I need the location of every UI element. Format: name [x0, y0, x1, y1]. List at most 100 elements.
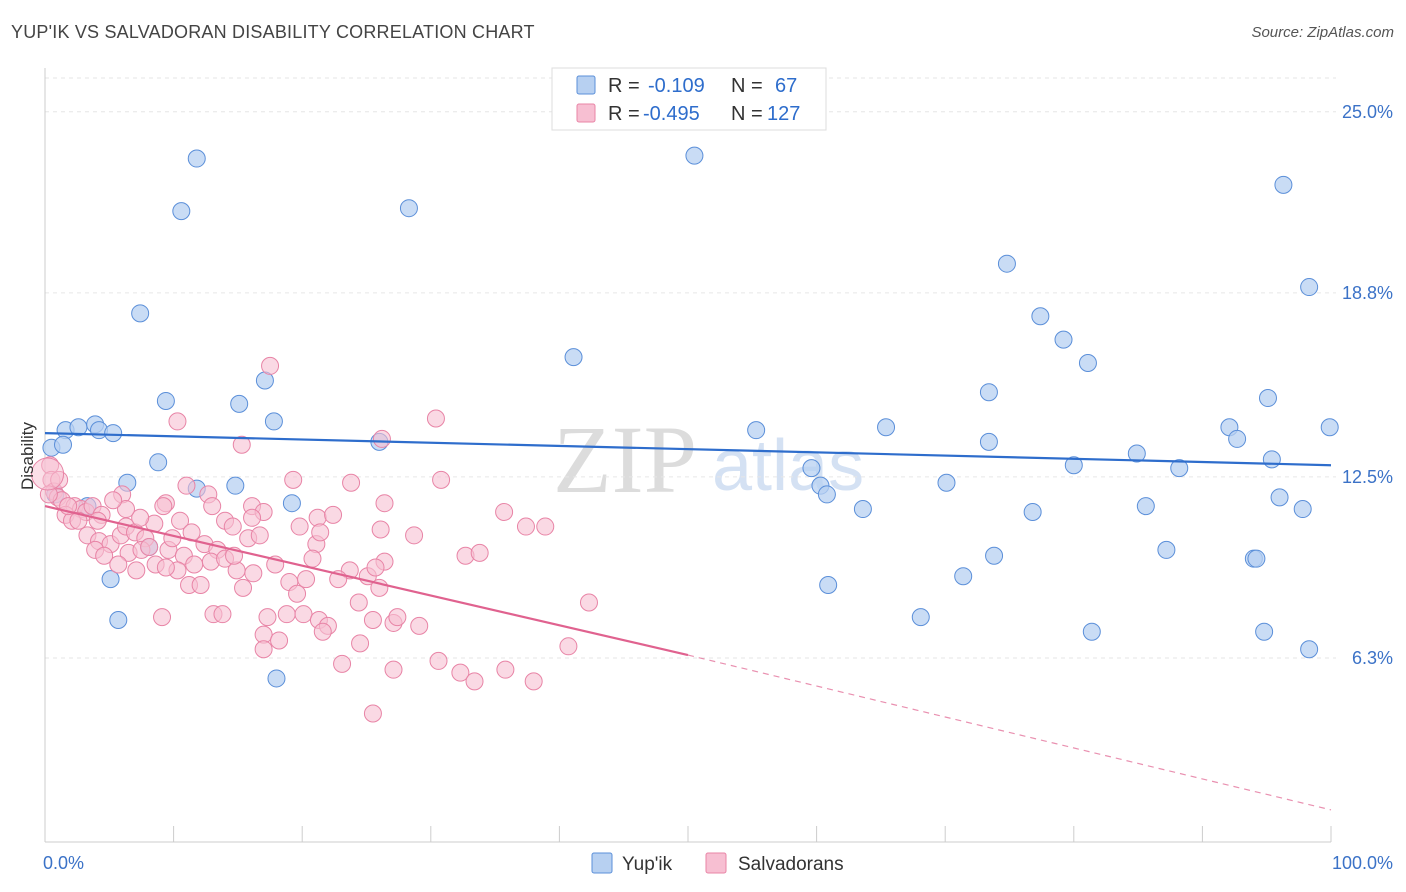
yupik-point: [1228, 429, 1247, 448]
chart-source: Source: ZipAtlas.com: [1251, 24, 1394, 41]
salvadorans-point: [261, 356, 280, 375]
salvadorans-point: [470, 543, 489, 562]
salvadorans-point: [384, 660, 403, 679]
salvadorans-point: [153, 608, 172, 627]
salvadorans-point: [95, 546, 114, 565]
salvadorans-point: [223, 517, 242, 536]
chart-title: YUP'IK VS SALVADORAN DISABILITY CORRELAT…: [11, 22, 535, 42]
yupik-point: [1320, 418, 1339, 437]
axes: [44, 68, 1332, 843]
yupik-point: [997, 254, 1016, 273]
salvadorans-point: [426, 409, 445, 428]
salvadorans-point: [250, 526, 269, 545]
legend-r-value-salvadorans: -0.495: [643, 103, 700, 125]
watermark-atlas: atlas: [712, 426, 864, 506]
yupik-point: [979, 432, 998, 451]
trend-lines: [44, 431, 1332, 811]
salvadorans-point: [349, 593, 368, 612]
salvadorans-point: [277, 605, 296, 624]
tick-labels: 6.3% 12.5% 18.8% 25.0% 0.0% 100.0%: [43, 102, 1393, 873]
salvadorans-point: [297, 570, 316, 589]
salvadorans-point: [131, 508, 150, 527]
salvadorans-point: [234, 578, 253, 597]
salvadorans-point: [243, 508, 262, 527]
legend-n-label-yupik: N =: [731, 75, 763, 97]
salvadorans-point: [351, 634, 370, 653]
salvadorans-point: [290, 517, 309, 536]
yupik-point: [1247, 549, 1266, 568]
salvadorans-point: [313, 622, 332, 641]
bottom-legend: Yup'ik Salvadorans: [591, 852, 844, 875]
yupik-series: [42, 146, 1339, 688]
yupik-point: [853, 500, 872, 519]
salvadorans-point: [372, 429, 391, 448]
salvadorans-point: [104, 491, 123, 510]
yupik-trend-line: [44, 431, 1332, 467]
salvadorans-point: [410, 616, 429, 635]
salvadorans-point: [366, 558, 385, 577]
salvadorans-point: [524, 672, 543, 691]
salvadorans-point: [177, 476, 196, 495]
yupik-point: [911, 608, 930, 627]
yupik-point: [1262, 450, 1281, 469]
y-tick-label-2: 18.8%: [1342, 283, 1393, 303]
salvadorans-point: [388, 608, 407, 627]
salvadorans-point: [495, 502, 514, 521]
salvadorans-cluster-point: [31, 457, 65, 491]
salvadorans-point: [432, 470, 451, 489]
salvadorans-point: [270, 631, 289, 650]
salvadorans-point: [363, 611, 382, 630]
legend: R = -0.109 N = 67 R = -0.495 N = 127: [551, 67, 827, 131]
legend-n-value-yupik: 67: [775, 75, 797, 97]
yupik-point: [1300, 278, 1319, 297]
salvadorans-point: [496, 660, 515, 679]
yupik-point: [1082, 622, 1101, 641]
yupik-point: [802, 459, 821, 478]
yupik-point: [1064, 456, 1083, 475]
salvadorans-point: [288, 584, 307, 603]
yupik-point: [1031, 307, 1050, 326]
legend-swatch-yupik: [576, 75, 596, 95]
yupik-point: [1023, 502, 1042, 521]
yupik-point: [877, 418, 896, 437]
yupik-point: [1127, 444, 1146, 463]
salvadorans-point: [324, 505, 343, 524]
yupik-point: [937, 473, 956, 492]
salvadorans-point: [333, 654, 352, 673]
bottom-legend-label-salvadorans: Salvadorans: [738, 854, 844, 875]
salvadorans-point: [191, 575, 210, 594]
salvadorans-point: [185, 555, 204, 574]
salvadorans-point: [69, 511, 88, 530]
yupik-point: [230, 394, 249, 413]
salvadorans-point: [311, 523, 330, 542]
legend-swatch-salvadorans: [576, 103, 596, 123]
legend-n-label-salvadorans: N =: [731, 103, 763, 125]
y-tick-label-1: 12.5%: [1342, 467, 1393, 487]
yupik-point: [1258, 389, 1277, 408]
salvadorans-point: [371, 520, 390, 539]
salvadorans-point: [294, 605, 313, 624]
yupik-point: [1157, 540, 1176, 559]
yupik-point: [267, 669, 286, 688]
salvadorans-point: [232, 435, 251, 454]
yupik-point: [819, 575, 838, 594]
salvadorans-point: [117, 500, 136, 519]
bottom-legend-swatch-yupik: [591, 852, 613, 874]
salvadorans-point: [244, 564, 263, 583]
legend-r-label-yupik: R =: [608, 75, 640, 97]
y-axis-title: Disability: [18, 421, 37, 490]
salvadorans-point: [203, 497, 222, 516]
salvadorans-point: [308, 508, 327, 527]
salvadorans-point: [451, 663, 470, 682]
yupik-point: [131, 304, 150, 323]
legend-r-label-salvadorans: R =: [608, 103, 640, 125]
yupik-point: [172, 202, 191, 221]
yupik-point: [1170, 459, 1189, 478]
yupik-point: [985, 546, 1004, 565]
salvadorans-point: [227, 561, 246, 580]
yupik-point: [187, 149, 206, 168]
salvadorans-point: [465, 672, 484, 691]
salvadorans-point: [127, 561, 146, 580]
legend-box: [551, 67, 827, 131]
yupik-point: [109, 611, 128, 630]
